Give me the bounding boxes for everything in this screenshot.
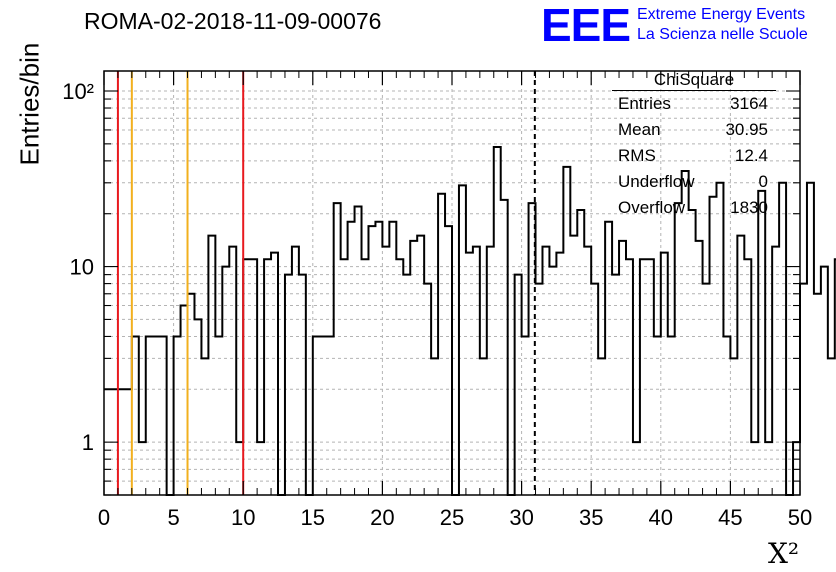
- histogram-bin: [313, 336, 320, 495]
- histogram-bin: [556, 253, 563, 495]
- histogram-bin: [730, 358, 737, 495]
- x-tick-label: 25: [440, 505, 464, 530]
- y-axis-label: Entries/bin: [14, 42, 45, 166]
- stats-row: Mean 30.95: [612, 117, 776, 143]
- histogram-bin: [146, 336, 153, 495]
- histogram-bin: [723, 336, 730, 495]
- histogram-bin: [153, 336, 160, 495]
- histogram-bin: [821, 267, 828, 495]
- histogram-bin: [355, 206, 362, 495]
- axis-ticks: [103, 71, 801, 496]
- histogram-bin: [410, 241, 417, 495]
- histogram-bin: [271, 253, 278, 495]
- histogram-bin: [828, 358, 835, 495]
- x-tick-label: 10: [231, 505, 255, 530]
- histogram-bin: [480, 358, 487, 495]
- histogram-bin: [222, 267, 229, 495]
- stats-rms-value: 12.4: [734, 146, 768, 165]
- marker-lines: [116, 71, 536, 495]
- histogram-bin: [181, 306, 188, 495]
- tick-labels: 0 5 10 15 20 25 30 35 40 45 50 1 10 10²: [62, 79, 812, 530]
- histogram-bin: [299, 275, 306, 495]
- histogram-bin: [327, 336, 334, 495]
- stats-rms-label: RMS: [618, 146, 656, 165]
- x-tick-label: 45: [718, 505, 742, 530]
- stats-row: Entries 3164: [612, 91, 776, 117]
- histogram-bin: [431, 358, 438, 495]
- histogram-bin: [320, 336, 327, 495]
- histogram-bin: [515, 275, 522, 495]
- histogram-bin: [612, 275, 619, 495]
- x-tick-label: 50: [788, 505, 812, 530]
- y-tick-label: 10: [70, 255, 94, 280]
- histogram-bin: [160, 336, 167, 495]
- stats-entries-label: Entries: [618, 94, 671, 113]
- histogram-bin: [494, 147, 501, 495]
- stats-underflow-label: Underflow: [618, 172, 695, 191]
- stats-row: Overflow 1830: [612, 195, 776, 221]
- stats-underflow-value: 0: [758, 172, 768, 191]
- histogram-bin: [403, 275, 410, 495]
- histogram-bin: [689, 210, 696, 495]
- histogram-bin: [215, 336, 222, 495]
- histogram-bin: [654, 336, 661, 495]
- histogram-bin: [459, 185, 466, 495]
- histogram-bin: [696, 241, 703, 495]
- histogram-bin: [563, 167, 570, 495]
- histogram-bin: [522, 336, 529, 495]
- x-tick-label: 15: [301, 505, 325, 530]
- stats-overflow-label: Overflow: [618, 198, 686, 217]
- x-tick-label: 30: [509, 505, 533, 530]
- stats-row: Underflow 0: [612, 169, 776, 195]
- histogram-bin: [577, 210, 584, 495]
- x-tick-label: 20: [370, 505, 394, 530]
- stats-entries-value: 3164: [730, 94, 768, 113]
- histogram-bin: [661, 253, 668, 495]
- histogram-bin: [779, 183, 786, 495]
- histogram-bin: [501, 200, 508, 495]
- histogram-bin: [174, 336, 181, 495]
- logo-subtitle-1: Extreme Energy Events: [637, 6, 806, 23]
- histogram-bin: [598, 358, 605, 495]
- x-tick-label: 40: [649, 505, 673, 530]
- histogram-bin: [716, 183, 723, 495]
- histogram-bin: [758, 191, 765, 495]
- histogram-bin: [132, 336, 139, 495]
- histogram-bin: [188, 294, 195, 495]
- histogram-bin: [285, 275, 292, 495]
- stats-mean-value: 30.95: [725, 120, 768, 139]
- histogram-bin: [194, 319, 201, 495]
- x-axis-label: X²: [768, 537, 800, 570]
- histogram-bin: [814, 294, 821, 495]
- histogram-bin: [675, 203, 682, 495]
- run-title: ROMA-02-2018-11-09-00076: [84, 8, 382, 34]
- histogram-bin: [619, 241, 626, 495]
- stats-overflow-value: 1830: [730, 198, 768, 217]
- logo-subtitle-2: La Scienza nelle Scuole: [637, 26, 808, 43]
- x-tick-label: 35: [579, 505, 603, 530]
- stats-mean-label: Mean: [618, 120, 661, 139]
- stats-title: ChiSquare: [612, 70, 776, 91]
- histogram-bin: [668, 336, 675, 495]
- eee-logo-mark: EEE: [541, 0, 631, 51]
- histogram-bin: [807, 183, 814, 495]
- histogram-bin: [800, 284, 807, 495]
- histogram-bin: [466, 253, 473, 495]
- y-tick-label: 1: [82, 430, 94, 455]
- x-tick-label: 5: [167, 505, 179, 530]
- histogram-bin: [201, 358, 208, 495]
- stats-box: ChiSquare Entries 3164 Mean 30.95 RMS 12…: [612, 70, 776, 221]
- histogram-bin: [549, 267, 556, 495]
- stats-row: RMS 12.4: [612, 143, 776, 169]
- y-tick-label: 10²: [62, 79, 94, 104]
- x-tick-label: 0: [98, 505, 110, 530]
- histogram-bin: [334, 203, 341, 495]
